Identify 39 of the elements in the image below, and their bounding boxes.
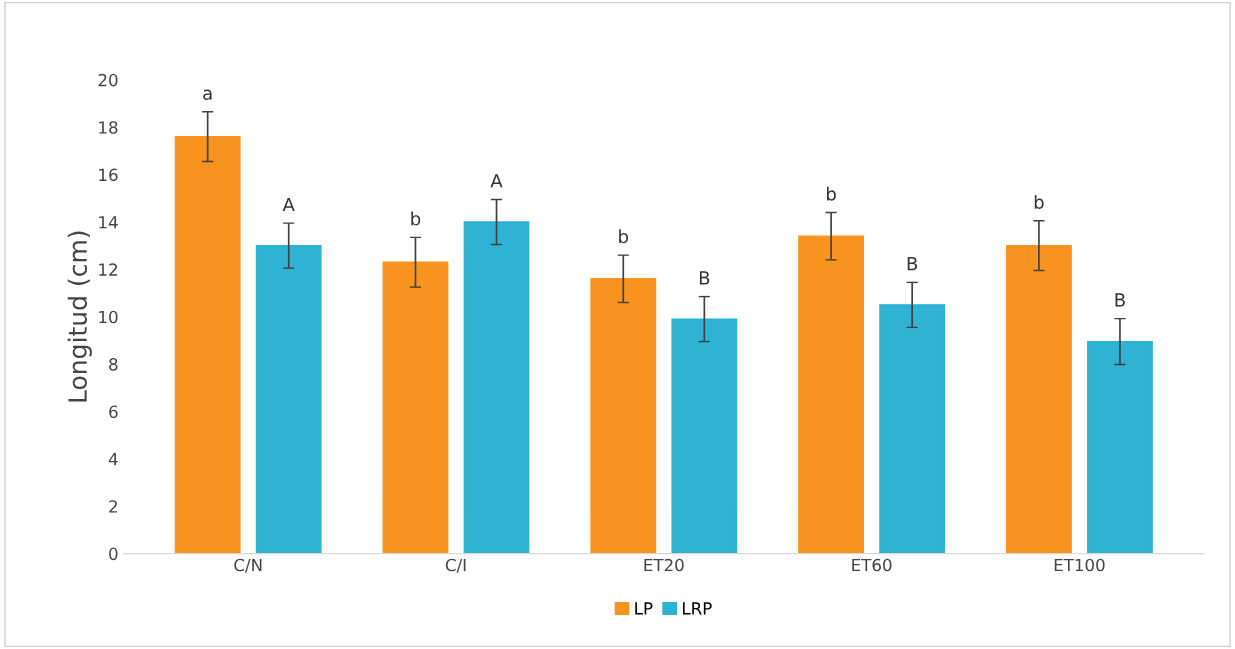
annotation: b (1034, 194, 1044, 209)
annotation: b (411, 211, 421, 226)
bar (382, 261, 449, 554)
annotation: A (282, 197, 295, 212)
bar (174, 135, 241, 554)
y-tick-label: 10 (99, 310, 118, 324)
y-tick-label: 4 (108, 453, 118, 466)
legend-label: LP (635, 602, 653, 615)
y-tick-label: 2 (109, 500, 117, 513)
x-tick-label: ET100 (1054, 558, 1105, 572)
y-tick-label: 14 (99, 216, 118, 229)
annotation: A (490, 174, 503, 188)
annotation: B (907, 257, 918, 271)
y-tick-label: 8 (109, 358, 118, 371)
bar (798, 235, 865, 554)
annotation: b (619, 229, 629, 244)
annotation: B (699, 271, 710, 285)
y-tick-label: 6 (109, 405, 118, 419)
annotation: a (203, 89, 212, 100)
x-tick-label: C/I (445, 558, 466, 573)
bar (1087, 340, 1153, 554)
bar (1006, 244, 1072, 554)
x-tick-label: ET60 (852, 558, 892, 572)
bar (590, 278, 657, 554)
x-tick-label: C/N (234, 558, 262, 573)
y-tick-label: 12 (99, 263, 117, 276)
bar (255, 244, 322, 554)
annotation: b (827, 186, 836, 201)
y-tick-label: 18 (99, 121, 118, 134)
bar (463, 221, 530, 554)
y-tick-label: 0 (109, 547, 118, 561)
y-tick-label: 16 (99, 168, 118, 182)
bar (879, 304, 946, 554)
y-tick-label: 20 (98, 73, 118, 87)
y-axis-title: Longitud (cm) (67, 231, 92, 402)
annotation: B (1115, 293, 1125, 307)
x-tick-label: ET20 (644, 558, 684, 572)
legend-label: LRP (682, 602, 712, 615)
bar (671, 318, 738, 554)
